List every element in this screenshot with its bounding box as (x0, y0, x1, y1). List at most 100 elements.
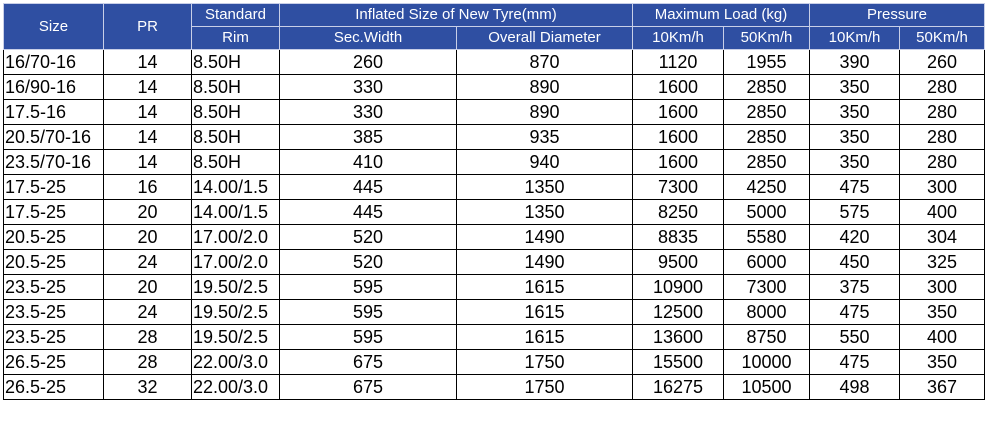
cell-size: 17.5-25 (3, 174, 104, 200)
cell-load-10kmh: 8835 (632, 224, 724, 250)
cell-sec-width: 260 (279, 49, 457, 75)
cell-pr: 14 (103, 74, 192, 100)
table-row: 20.5-25 20 17.00/2.0 520 1490 8835 5580 420 304 (3, 224, 985, 250)
cell-rim: 14.00/1.5 (191, 174, 280, 200)
header-overall-diameter: Overall Diameter (456, 26, 633, 50)
cell-pressure-50kmh: 325 (899, 249, 985, 275)
cell-pressure-10kmh: 350 (809, 74, 900, 100)
cell-pr: 16 (103, 174, 192, 200)
table-row: 23.5-25 24 19.50/2.5 595 1615 12500 8000 475 350 (3, 299, 985, 325)
cell-overall-diameter: 890 (456, 74, 633, 100)
table-row: 23.5/70-16 14 8.50H 410 940 1600 2850 350 280 (3, 149, 985, 175)
cell-overall-diameter: 1350 (456, 174, 633, 200)
table-row: 17.5-25 16 14.00/1.5 445 1350 7300 4250 475 300 (3, 174, 985, 200)
cell-pressure-50kmh: 280 (899, 74, 985, 100)
cell-size: 17.5-16 (3, 99, 104, 125)
cell-pr: 14 (103, 149, 192, 175)
table-row: 26.5-25 32 22.00/3.0 675 1750 16275 10500 498 36… (3, 374, 985, 400)
cell-load-50kmh: 10500 (723, 374, 810, 400)
table-row: 16/70-16 14 8.50H 260 870 1120 1955 390 260 (3, 49, 985, 75)
cell-pressure-50kmh: 400 (899, 324, 985, 350)
cell-pr: 28 (103, 324, 192, 350)
header-row-top: Size PR Standard Inflated Size of New Ty… (3, 3, 985, 50)
cell-rim: 19.50/2.5 (191, 324, 280, 350)
cell-pr: 14 (103, 124, 192, 150)
cell-rim: 14.00/1.5 (191, 199, 280, 225)
cell-load-50kmh: 2850 (723, 74, 810, 100)
cell-pressure-10kmh: 475 (809, 174, 900, 200)
cell-pressure-10kmh: 550 (809, 324, 900, 350)
cell-load-50kmh: 10000 (723, 349, 810, 375)
cell-rim: 22.00/3.0 (191, 374, 280, 400)
header-pressure-10kmh: 10Km/h (809, 26, 900, 50)
table-row: 17.5-16 14 8.50H 330 890 1600 2850 350 280 (3, 99, 985, 125)
cell-rim: 19.50/2.5 (191, 274, 280, 300)
cell-load-10kmh: 1120 (632, 49, 724, 75)
cell-pr: 28 (103, 349, 192, 375)
cell-pr: 32 (103, 374, 192, 400)
cell-load-10kmh: 12500 (632, 299, 724, 325)
header-size: Size (3, 3, 104, 50)
cell-load-50kmh: 8750 (723, 324, 810, 350)
cell-load-50kmh: 5580 (723, 224, 810, 250)
cell-load-10kmh: 8250 (632, 199, 724, 225)
header-inflated-size: Inflated Size of New Tyre(mm) (279, 3, 633, 27)
cell-overall-diameter: 940 (456, 149, 633, 175)
cell-load-50kmh: 6000 (723, 249, 810, 275)
cell-pressure-10kmh: 350 (809, 99, 900, 125)
cell-load-10kmh: 1600 (632, 149, 724, 175)
cell-size: 23.5/70-16 (3, 149, 104, 175)
cell-size: 23.5-25 (3, 274, 104, 300)
cell-pr: 24 (103, 249, 192, 275)
cell-overall-diameter: 890 (456, 99, 633, 125)
cell-overall-diameter: 1750 (456, 374, 633, 400)
cell-sec-width: 520 (279, 224, 457, 250)
cell-pressure-50kmh: 280 (899, 99, 985, 125)
cell-pr: 14 (103, 99, 192, 125)
cell-pressure-10kmh: 498 (809, 374, 900, 400)
cell-sec-width: 675 (279, 374, 457, 400)
header-maximum-load: Maximum Load (kg) (632, 3, 810, 27)
cell-load-10kmh: 15500 (632, 349, 724, 375)
cell-sec-width: 410 (279, 149, 457, 175)
cell-load-10kmh: 1600 (632, 99, 724, 125)
cell-rim: 8.50H (191, 49, 280, 75)
cell-rim: 8.50H (191, 74, 280, 100)
cell-pressure-50kmh: 400 (899, 199, 985, 225)
cell-overall-diameter: 1350 (456, 199, 633, 225)
cell-sec-width: 520 (279, 249, 457, 275)
table-row: 17.5-25 20 14.00/1.5 445 1350 8250 5000 575 400 (3, 199, 985, 225)
header-rim-line1: Standard (191, 3, 280, 27)
cell-pressure-50kmh: 367 (899, 374, 985, 400)
cell-pressure-50kmh: 300 (899, 174, 985, 200)
cell-load-50kmh: 5000 (723, 199, 810, 225)
header-pr: PR (103, 3, 192, 50)
cell-size: 26.5-25 (3, 349, 104, 375)
cell-load-10kmh: 16275 (632, 374, 724, 400)
table-row: 23.5-25 28 19.50/2.5 595 1615 13600 8750 550 400 (3, 324, 985, 350)
cell-size: 20.5/70-16 (3, 124, 104, 150)
cell-size: 23.5-25 (3, 324, 104, 350)
cell-pressure-10kmh: 350 (809, 124, 900, 150)
header-load-10kmh: 10Km/h (632, 26, 724, 50)
cell-size: 16/90-16 (3, 74, 104, 100)
cell-pressure-50kmh: 304 (899, 224, 985, 250)
header-pressure: Pressure (809, 3, 985, 27)
cell-sec-width: 595 (279, 274, 457, 300)
cell-overall-diameter: 1615 (456, 274, 633, 300)
cell-pressure-50kmh: 350 (899, 299, 985, 325)
cell-pressure-10kmh: 375 (809, 274, 900, 300)
cell-load-10kmh: 1600 (632, 74, 724, 100)
header-sec-width: Sec.Width (279, 26, 457, 50)
cell-sec-width: 445 (279, 199, 457, 225)
cell-pressure-10kmh: 390 (809, 49, 900, 75)
cell-pressure-10kmh: 575 (809, 199, 900, 225)
cell-size: 17.5-25 (3, 199, 104, 225)
cell-size: 23.5-25 (3, 299, 104, 325)
cell-pr: 24 (103, 299, 192, 325)
cell-rim: 8.50H (191, 149, 280, 175)
cell-rim: 22.00/3.0 (191, 349, 280, 375)
header-rim-line2: Rim (191, 26, 280, 50)
cell-pressure-50kmh: 280 (899, 149, 985, 175)
cell-load-50kmh: 1955 (723, 49, 810, 75)
